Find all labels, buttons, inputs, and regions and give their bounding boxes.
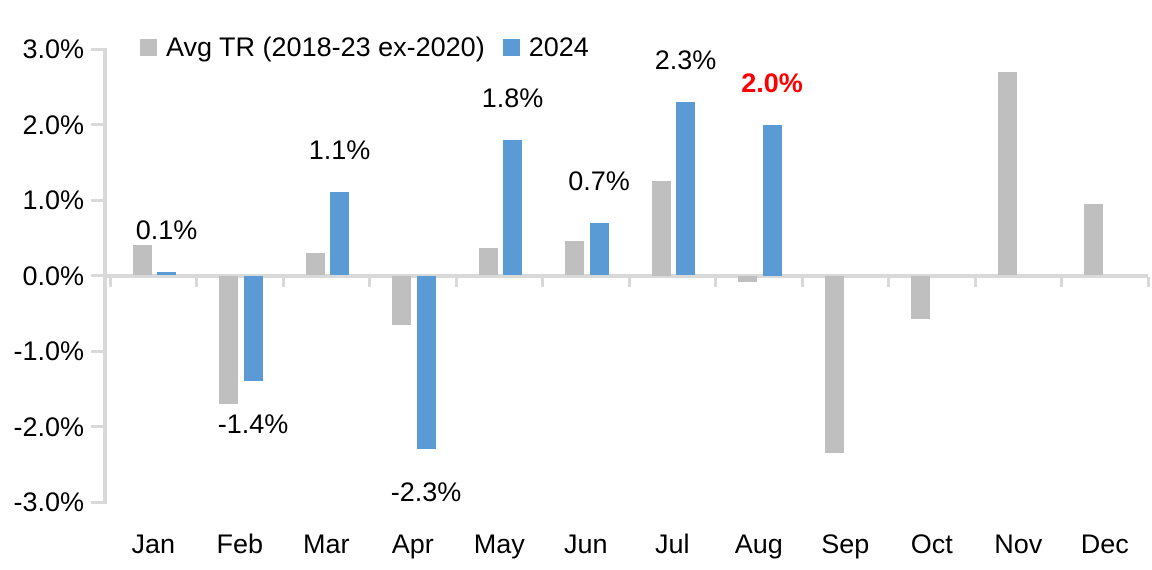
bar-2024-feb: [243, 275, 263, 382]
data-label-feb: -1.4%: [217, 409, 289, 440]
y-axis-tick-mark: [91, 425, 103, 428]
x-axis-label-oct: Oct: [910, 529, 953, 559]
bar-2024-jun: [589, 222, 609, 276]
x-axis-label-jan: Jan: [131, 529, 176, 559]
bar-avg-tr-may: [478, 248, 498, 276]
data-label-mar: 1.1%: [308, 135, 371, 166]
y-axis-tick-label: -3.0%: [13, 487, 84, 517]
x-axis-label-sep: Sep: [821, 529, 870, 559]
y-axis-tick-mark: [91, 47, 103, 51]
x-axis-label-nov: Nov: [994, 529, 1043, 559]
y-axis-tick-mark: [91, 198, 103, 202]
data-label-jun: 0.7%: [568, 165, 630, 196]
x-axis-tick-mark: [800, 277, 804, 287]
x-axis-label-feb: Feb: [216, 529, 264, 559]
legend-swatch-avg-tr: [140, 38, 157, 56]
x-axis-tick-mark: [108, 277, 112, 287]
y-axis-tick-mark: [91, 500, 103, 504]
bar-avg-tr-feb: [219, 275, 238, 404]
chart-legend: Avg TR (2018-23 ex-2020) 2024: [140, 30, 589, 64]
data-label-jul: 2.3%: [654, 44, 717, 75]
bar-avg-tr-aug: [738, 275, 757, 282]
bar-avg-tr-jul: [651, 181, 671, 276]
x-axis-label-dec: Dec: [1080, 529, 1129, 559]
x-axis-label-jun: Jun: [563, 529, 608, 559]
bar-avg-tr-jan: [132, 245, 152, 276]
y-axis-tick-label: 2.0%: [22, 109, 84, 140]
x-axis-label-mar: Mar: [303, 529, 350, 559]
x-axis-label-aug: Aug: [734, 529, 783, 559]
y-axis-tick-label: 3.0%: [22, 34, 84, 64]
bar-avg-tr-oct: [911, 275, 930, 319]
x-axis-label-apr: Apr: [391, 529, 434, 559]
data-label-jan: 0.1%: [135, 214, 198, 245]
x-axis-tick-mark: [541, 277, 544, 287]
x-axis-tick-mark: [627, 277, 631, 287]
bar-2024-apr: [416, 275, 436, 450]
legend-label-avg-tr: Avg TR (2018-23 ex-2020): [166, 32, 485, 62]
data-label-aug: 2.0%: [741, 67, 803, 98]
bar-2024-jan: [157, 271, 176, 276]
y-axis-tick-label: 0.0%: [22, 260, 84, 291]
x-axis-tick-mark: [887, 277, 890, 287]
data-label-may: 1.8%: [481, 82, 544, 113]
bar-avg-tr-sep: [824, 275, 844, 453]
legend-swatch-2024: [502, 38, 520, 56]
x-axis-tick-mark: [1146, 277, 1150, 287]
y-axis-tick-label: -2.0%: [13, 411, 84, 442]
bar-avg-tr-apr: [392, 275, 411, 325]
x-axis-tick-mark: [195, 277, 198, 287]
legend-item-2024: 2024: [502, 30, 589, 64]
bar-2024-aug: [762, 124, 782, 276]
bar-avg-tr-dec: [1084, 203, 1103, 276]
x-axis-tick-mark: [368, 277, 371, 287]
y-axis-tick-mark: [91, 123, 103, 126]
x-axis-tick-mark: [281, 277, 285, 287]
x-axis-line: [103, 273, 1148, 278]
bar-avg-tr-nov: [997, 71, 1017, 276]
legend-label-2024: 2024: [528, 32, 589, 62]
data-label-apr: -2.3%: [390, 477, 462, 508]
x-axis-tick-mark: [714, 277, 717, 287]
bar-2024-may: [503, 139, 522, 276]
y-axis-tick-label: 1.0%: [22, 185, 84, 215]
x-axis-label-may: May: [473, 529, 525, 559]
x-axis-tick-mark: [973, 277, 977, 287]
bar-avg-tr-mar: [305, 252, 325, 276]
y-axis-tick-mark: [91, 274, 103, 277]
bar-2024-mar: [330, 192, 349, 276]
x-axis-tick-mark: [1060, 277, 1063, 287]
bar-avg-tr-jun: [565, 240, 584, 276]
y-axis-tick-mark: [91, 349, 103, 353]
bar-2024-jul: [676, 101, 695, 276]
y-axis-tick-label: -1.0%: [13, 336, 84, 366]
legend-item-avg-tr: Avg TR (2018-23 ex-2020): [140, 30, 485, 64]
x-axis-tick-mark: [454, 277, 458, 287]
x-axis-label-jul: Jul: [654, 529, 690, 559]
